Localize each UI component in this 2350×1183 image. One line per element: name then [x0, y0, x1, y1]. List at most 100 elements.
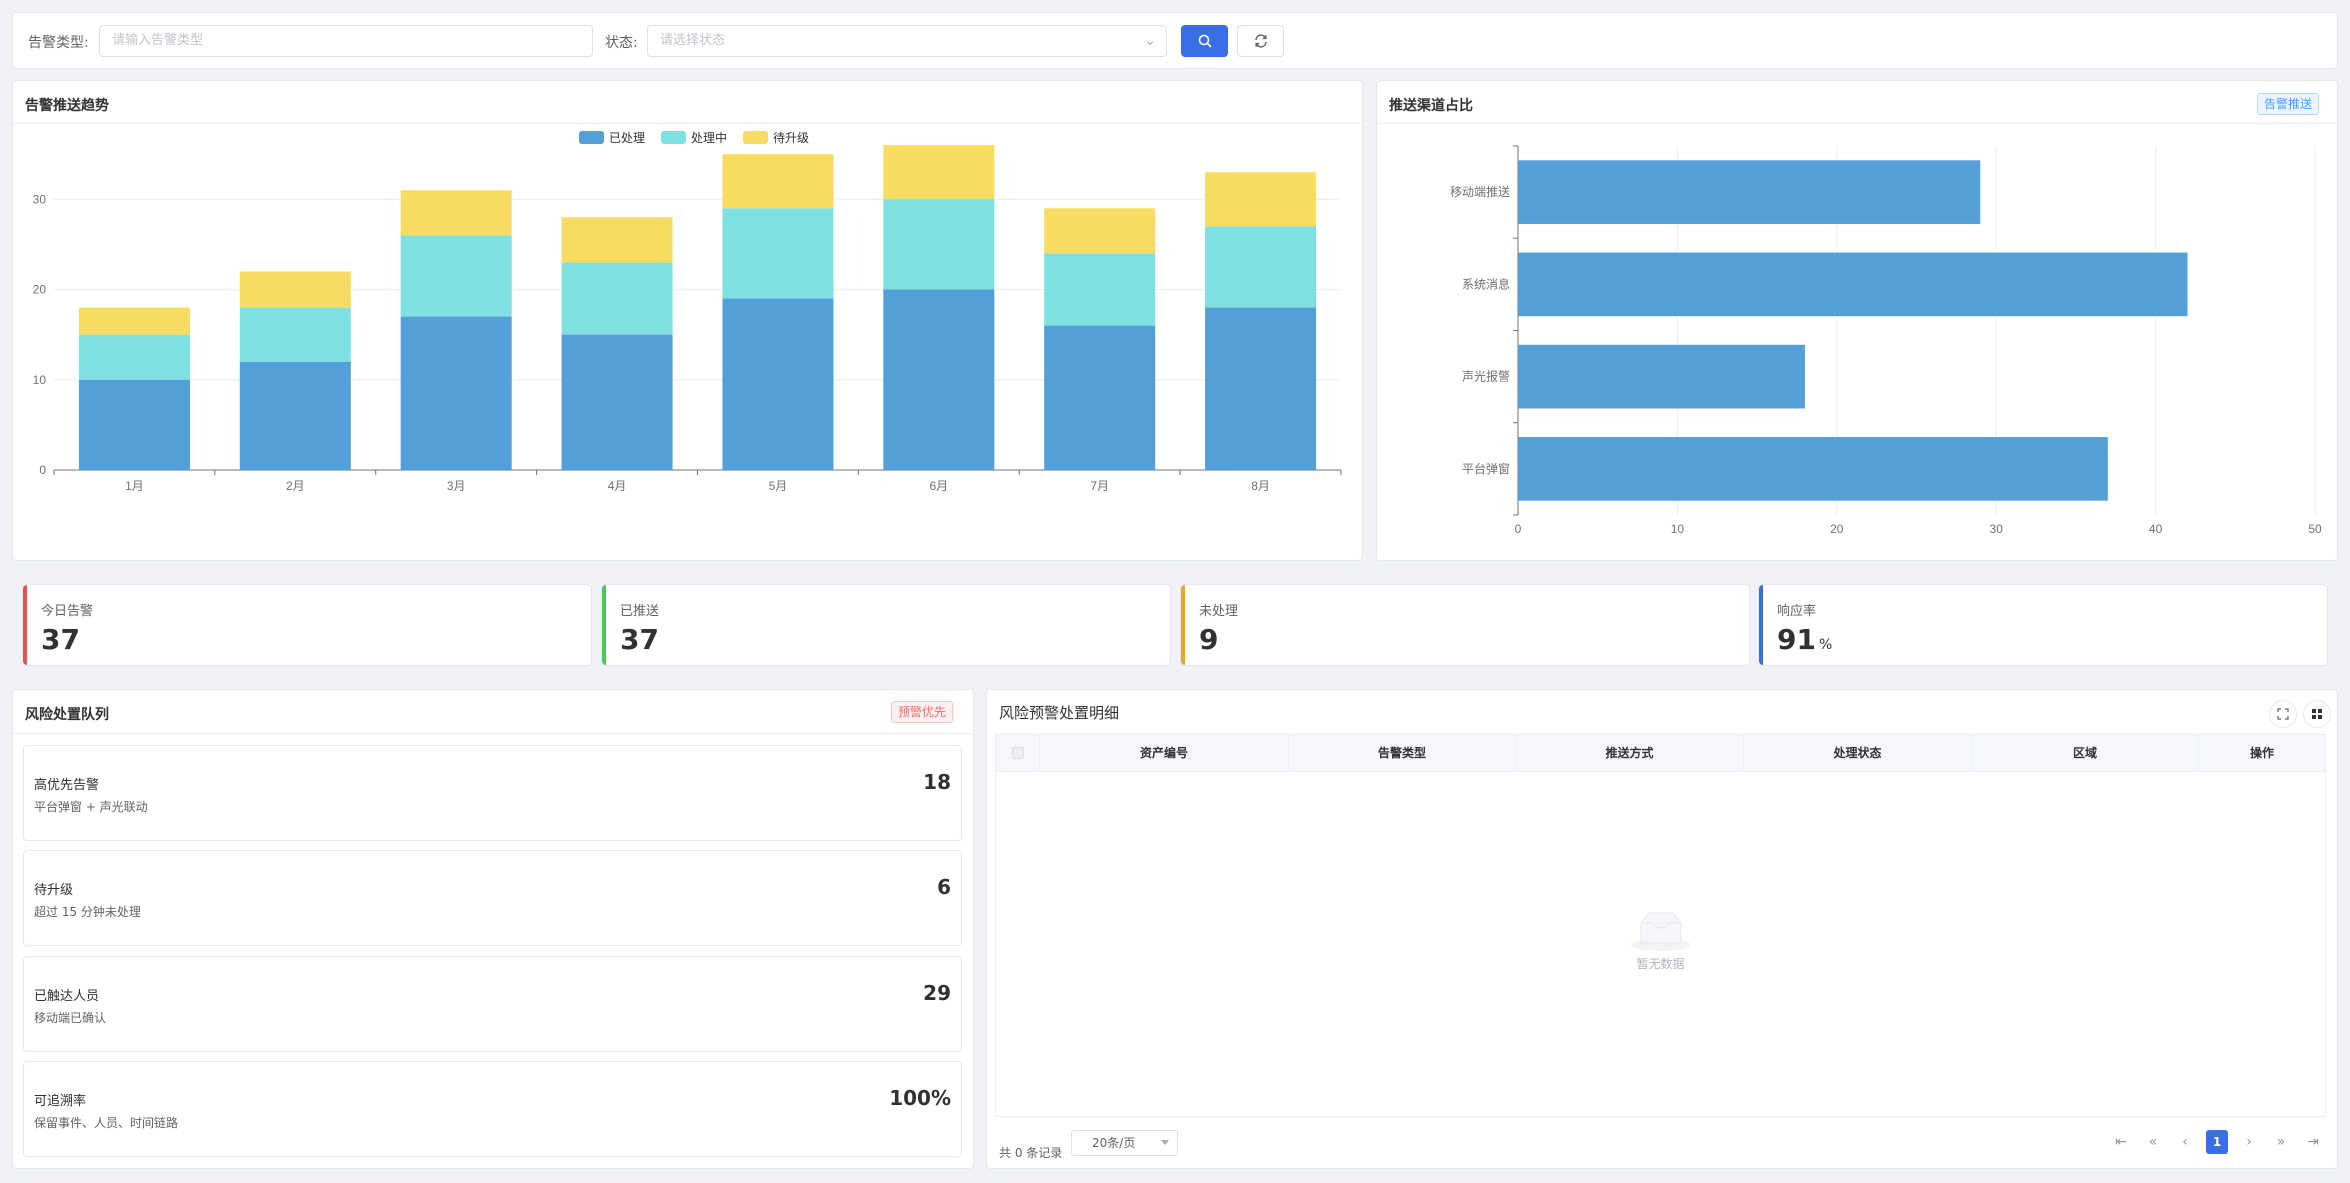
bar-segment	[722, 154, 834, 209]
y-tick-label: 声光报警	[1462, 369, 1510, 384]
queue-item-subtitle: 超过 15 分钟未处理	[34, 905, 141, 919]
chevron-down-icon: ⌄	[1144, 33, 1156, 49]
bar-segment	[400, 190, 512, 236]
x-tick-label: 5月	[769, 479, 788, 493]
bar-segment	[1205, 172, 1317, 227]
column-header[interactable]: 处理状态	[1744, 735, 1972, 771]
y-tick-label: 20	[33, 283, 47, 297]
search-button[interactable]	[1181, 25, 1228, 57]
select-all-checkbox[interactable]	[1011, 747, 1024, 759]
bar	[1518, 252, 2188, 317]
column-header[interactable]: 操作	[2249, 746, 2274, 760]
stat-label: 未处理	[1199, 604, 1239, 619]
channel-tag: 告警推送	[2256, 93, 2319, 115]
trend-chart-card: 告警推送趋势 0102030401月2月3月4月5月6月7月8月已处理处理中待升…	[12, 80, 1363, 561]
bar-segment	[561, 217, 673, 263]
queue-item-title: 待升级	[34, 883, 74, 898]
divider	[13, 733, 973, 734]
channel-chart-card: 推送渠道占比 告警推送 0 10 20 30 40 50 移动端推送 系统消息 声光报警 平台弹窗	[1376, 80, 2338, 561]
stat-label: 响应率	[1777, 604, 1817, 619]
y-tick-label: 10	[33, 373, 47, 387]
stat-card-response-rate: 响应率 91%	[1758, 584, 2328, 666]
stat-accent-bar	[602, 585, 606, 665]
x-tick-label: 3月	[447, 479, 466, 493]
bar-segment	[722, 208, 834, 299]
column-header[interactable]: 告警类型	[1289, 735, 1516, 771]
priority-tag: 预警优先	[890, 701, 953, 723]
stat-accent-bar	[1759, 585, 1763, 665]
bar-segment	[239, 361, 351, 470]
column-settings-button[interactable]	[2303, 700, 2331, 728]
queue-item-subtitle: 平台弹窗 + 声光联动	[34, 800, 148, 814]
bar-segment	[400, 316, 512, 470]
queue-item-subtitle: 移动端已确认	[34, 1011, 107, 1025]
bar-segment	[239, 307, 351, 362]
legend-label: 待升级	[773, 131, 809, 145]
column-header[interactable]: 区域	[1972, 735, 2199, 771]
y-tick-label: 30	[33, 192, 47, 206]
prev-page-button[interactable]: ‹	[2182, 1134, 2188, 1150]
empty-text: 暂无数据	[1636, 957, 1685, 971]
empty-box-icon	[1631, 912, 1691, 951]
grid-icon	[2312, 709, 2322, 719]
bar-segment	[561, 334, 673, 470]
divider	[13, 123, 1362, 124]
prev-group-button[interactable]: «	[2148, 1134, 2158, 1150]
queue-item-value: 100%	[889, 1086, 951, 1110]
bar-segment	[1044, 208, 1156, 254]
queue-item-value: 6	[937, 875, 951, 899]
queue-item[interactable]: 可追溯率 保留事件、人员、时间链路 100%	[23, 1061, 962, 1157]
refresh-icon	[1254, 34, 1267, 48]
x-tick-label: 7月	[1090, 479, 1109, 493]
bar-segment	[1205, 226, 1317, 308]
column-header[interactable]: 推送方式	[1516, 735, 1744, 771]
trend-chart: 0102030401月2月3月4月5月6月7月8月已处理处理中待升级	[33, 130, 1342, 493]
last-page-button[interactable]: ⇥	[2307, 1134, 2319, 1150]
alert-type-input[interactable]: 请输入告警类型	[99, 25, 593, 57]
detail-title: 风险预警处置明细	[999, 704, 1120, 722]
x-tick-label: 4月	[608, 479, 627, 493]
first-page-button[interactable]: ⇤	[2115, 1134, 2127, 1150]
bar	[1518, 344, 1805, 409]
fullscreen-button[interactable]	[2269, 700, 2297, 728]
queue-item-subtitle: 保留事件、人员、时间链路	[34, 1116, 179, 1130]
next-page-button[interactable]: ›	[2246, 1134, 2252, 1150]
column-header[interactable]: 资产编号	[1040, 735, 1289, 771]
status-label: 状态:	[605, 35, 638, 51]
y-tick-label: 移动端推送	[1450, 184, 1510, 199]
bar-segment	[78, 379, 190, 470]
y-tick-label: 系统消息	[1462, 276, 1510, 291]
status-select[interactable]: 请选择状态 ⌄	[647, 25, 1167, 57]
stat-accent-bar	[23, 585, 27, 665]
bar-segment	[722, 298, 834, 470]
reset-button[interactable]	[1237, 25, 1284, 57]
page-size-value: 20条/页	[1092, 1136, 1136, 1150]
queue-item[interactable]: 已触达人员 移动端已确认 29	[23, 956, 962, 1052]
stat-value: 37	[41, 623, 80, 656]
status-select-placeholder: 请选择状态	[660, 33, 726, 48]
page-number[interactable]: 1	[2206, 1130, 2228, 1154]
page-size-select[interactable]: 20条/页	[1071, 1130, 1178, 1156]
bar-segment	[883, 289, 995, 470]
y-tick-label: 0	[39, 463, 46, 477]
legend-label: 处理中	[691, 130, 727, 145]
bar	[1518, 437, 2108, 501]
bar-segment	[78, 307, 190, 335]
alert-type-label: 告警类型:	[28, 35, 89, 51]
bar-segment	[561, 262, 673, 335]
queue-item[interactable]: 待升级 超过 15 分钟未处理 6	[23, 850, 962, 946]
stat-value: 91%	[1777, 623, 1833, 656]
stat-label: 已推送	[620, 604, 660, 619]
y-tick-label: 平台弹窗	[1462, 461, 1510, 476]
queue-item[interactable]: 高优先告警 平台弹窗 + 声光联动 18	[23, 745, 962, 841]
queue-item-value: 29	[923, 981, 951, 1005]
x-tick-label: 1月	[125, 479, 144, 493]
legend-swatch	[661, 131, 686, 144]
queue-item-value: 18	[923, 770, 951, 794]
channel-chart-title: 推送渠道占比	[1389, 98, 1473, 114]
next-group-button[interactable]: »	[2276, 1134, 2286, 1150]
bar-segment	[1044, 325, 1156, 470]
fullscreen-icon	[2277, 708, 2289, 720]
risk-queue-title: 风险处置队列	[25, 707, 109, 723]
